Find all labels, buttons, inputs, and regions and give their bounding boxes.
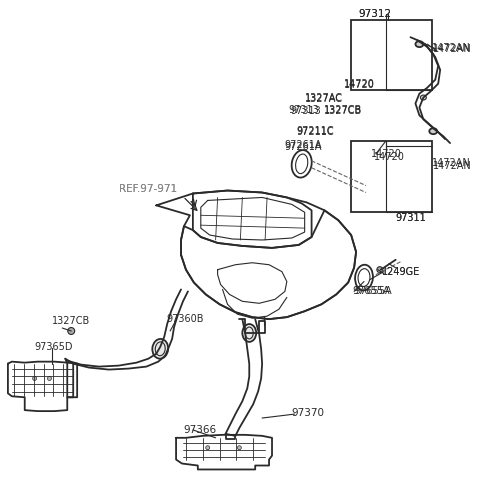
Ellipse shape — [242, 324, 256, 342]
Text: 1327CB: 1327CB — [52, 316, 91, 326]
Text: 97655A: 97655A — [352, 286, 390, 296]
Text: 97366: 97366 — [183, 425, 216, 435]
Text: REF.97-971: REF.97-971 — [119, 184, 177, 194]
Text: 1327CB: 1327CB — [324, 106, 363, 115]
Text: 1327AC: 1327AC — [305, 94, 343, 104]
Text: 97313: 97313 — [289, 106, 320, 115]
Circle shape — [238, 445, 241, 450]
Ellipse shape — [416, 41, 423, 47]
Text: 1472AN: 1472AN — [432, 43, 471, 53]
Text: 97370: 97370 — [292, 408, 325, 418]
Text: 97313: 97313 — [291, 107, 322, 117]
Text: 97365D: 97365D — [35, 342, 73, 352]
Text: 97655A: 97655A — [354, 286, 392, 296]
Text: 97261A: 97261A — [284, 140, 322, 150]
Text: 97311: 97311 — [396, 213, 426, 223]
Circle shape — [33, 377, 36, 380]
Text: 97261A: 97261A — [285, 142, 323, 152]
Text: 14720: 14720 — [344, 80, 375, 90]
Text: 97360B: 97360B — [166, 314, 204, 324]
Text: 97211C: 97211C — [297, 127, 335, 137]
Text: 1472AN: 1472AN — [432, 158, 471, 168]
Ellipse shape — [429, 128, 437, 134]
Text: 97312: 97312 — [358, 10, 391, 20]
Text: 1472AN: 1472AN — [433, 44, 472, 54]
Text: 97211C: 97211C — [297, 126, 335, 136]
Text: 97311: 97311 — [396, 213, 426, 223]
Text: 1249GE: 1249GE — [382, 267, 420, 277]
Circle shape — [68, 327, 75, 335]
Ellipse shape — [152, 339, 168, 358]
Text: 14720: 14720 — [371, 149, 402, 159]
Text: REF.97-971: REF.97-971 — [119, 184, 177, 194]
Circle shape — [206, 445, 210, 450]
Circle shape — [48, 377, 51, 380]
Circle shape — [377, 267, 383, 272]
Text: 14720: 14720 — [344, 79, 375, 89]
Text: 1472AN: 1472AN — [433, 161, 472, 171]
Text: 14720: 14720 — [374, 152, 405, 162]
Text: 1327AC: 1327AC — [305, 93, 343, 103]
Text: 97312: 97312 — [358, 10, 391, 20]
Bar — [351, 21, 432, 90]
Ellipse shape — [420, 95, 426, 100]
Text: 1327CB: 1327CB — [324, 107, 363, 117]
Bar — [351, 141, 432, 212]
Text: 1249GE: 1249GE — [382, 267, 420, 277]
